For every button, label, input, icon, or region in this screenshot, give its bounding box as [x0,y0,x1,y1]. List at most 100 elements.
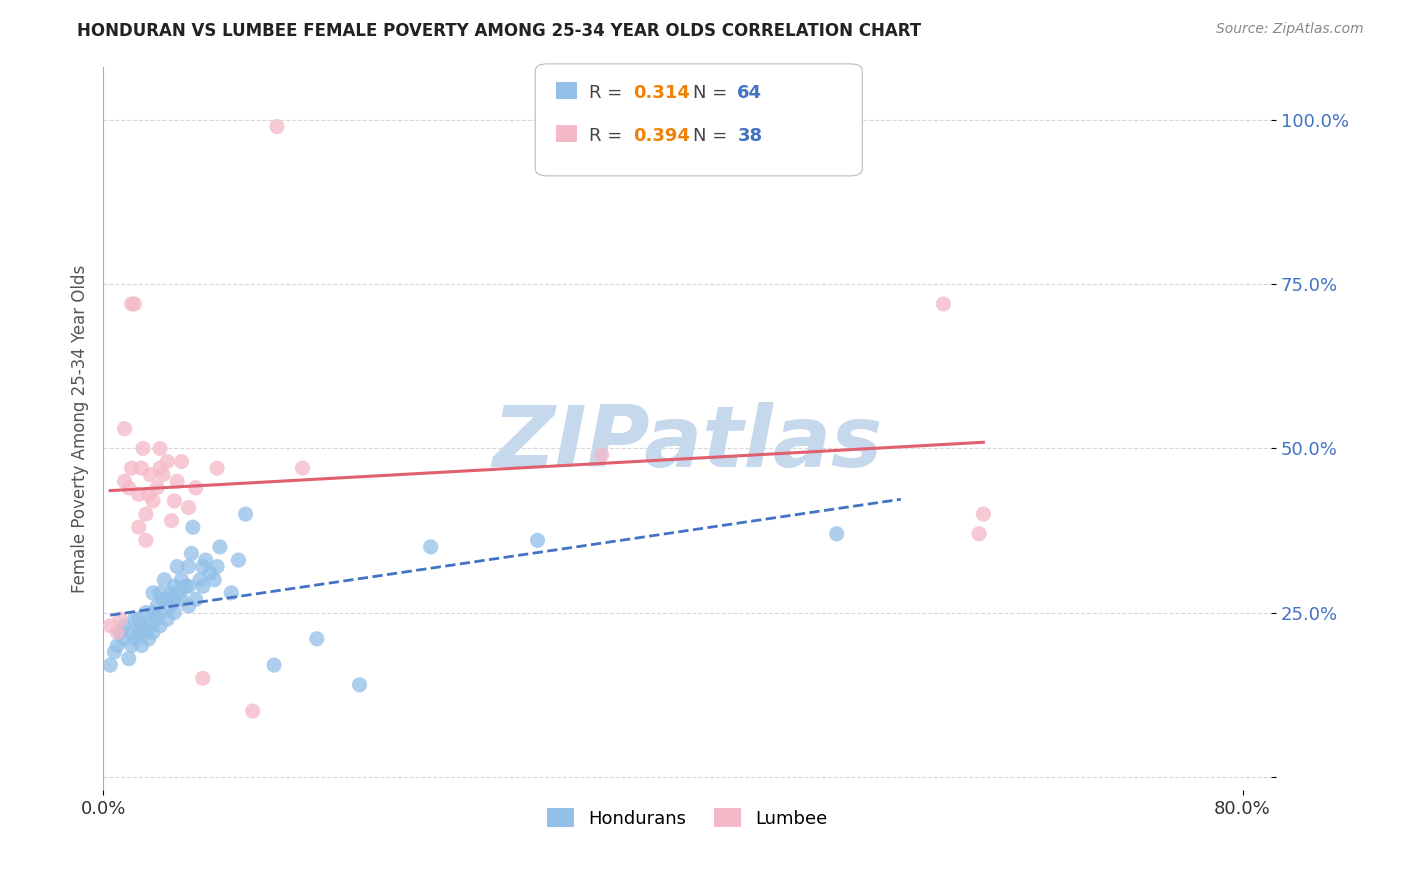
Point [177,599,200,613]
Point [170,454,193,468]
Text: N =: N = [693,84,733,102]
Point [110,625,132,640]
Point [146,481,169,495]
Point [149,606,172,620]
Point [174,579,197,593]
Point [98,658,121,673]
Text: ZIPatlas: ZIPatlas [492,401,882,484]
Point [242,704,264,718]
Point [163,494,186,508]
Point [180,547,202,561]
Point [177,579,200,593]
Point [146,599,169,613]
Point [98,618,121,632]
Point [139,618,162,632]
Point [591,448,613,462]
Point [138,487,160,501]
Point [177,500,200,515]
Point [135,507,157,521]
Point [121,639,143,653]
Point [132,442,155,456]
Point [159,599,181,613]
Point [135,625,157,640]
Point [131,461,153,475]
Text: 0.394: 0.394 [633,128,690,145]
Point [149,586,172,600]
Point [142,625,165,640]
Point [967,526,990,541]
Text: 0.314: 0.314 [633,84,690,102]
Point [170,592,193,607]
Point [305,632,328,646]
Point [972,507,994,521]
Point [156,592,179,607]
Point [149,461,172,475]
Text: N =: N = [693,128,733,145]
Point [266,120,288,134]
Point [124,612,146,626]
Point [135,533,157,548]
Point [114,618,136,632]
Point [128,520,150,534]
Point [184,481,207,495]
Point [105,625,128,640]
Point [145,612,167,626]
Point [131,639,153,653]
Point [166,559,188,574]
Text: R =: R = [589,84,628,102]
Point [142,494,165,508]
Text: 64: 64 [737,84,762,102]
Point [105,639,128,653]
Point [349,678,371,692]
Point [221,586,243,600]
FancyBboxPatch shape [536,64,862,176]
Point [177,559,200,574]
Point [114,475,136,489]
Point [191,559,214,574]
Point [163,579,186,593]
Point [163,592,186,607]
Point [139,467,162,482]
Point [138,632,160,646]
Point [932,297,955,311]
Point [208,540,231,554]
Point [181,520,204,534]
Point [156,454,179,468]
Text: R =: R = [589,128,628,145]
Point [118,481,141,495]
Text: 38: 38 [737,128,762,145]
Point [194,553,217,567]
Point [149,442,172,456]
Point [103,645,125,659]
Point [198,566,221,581]
Point [235,507,257,521]
Legend: Hondurans, Lumbee: Hondurans, Lumbee [540,801,835,835]
Point [121,625,143,640]
Point [114,422,136,436]
Point [166,475,188,489]
Point [163,606,186,620]
Point [156,612,179,626]
Point [160,514,183,528]
Point [153,573,176,587]
Text: HONDURAN VS LUMBEE FEMALE POVERTY AMONG 25-34 YEAR OLDS CORRELATION CHART: HONDURAN VS LUMBEE FEMALE POVERTY AMONG … [77,22,921,40]
Point [160,586,183,600]
Point [135,606,157,620]
Point [205,461,228,475]
Point [419,540,441,554]
Point [291,461,314,475]
Point [152,467,174,482]
Point [167,586,190,600]
Point [202,573,225,587]
Point [128,625,150,640]
Point [170,573,193,587]
Point [263,658,285,673]
Point [125,632,148,646]
Text: Source: ZipAtlas.com: Source: ZipAtlas.com [1216,22,1364,37]
Point [110,612,132,626]
Point [112,632,135,646]
Y-axis label: Female Poverty Among 25-34 Year Olds: Female Poverty Among 25-34 Year Olds [72,265,89,593]
Point [825,526,848,541]
Point [191,671,214,685]
Point [149,618,172,632]
